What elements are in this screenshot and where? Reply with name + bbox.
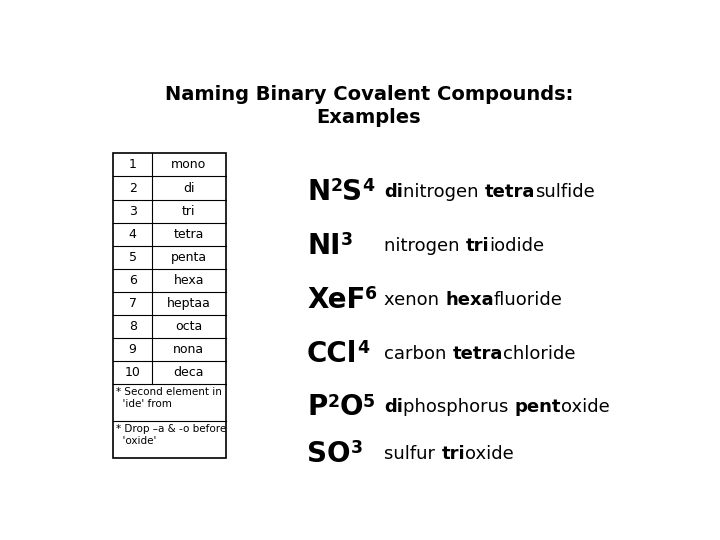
Text: tetra: tetra (485, 183, 535, 201)
Text: 6: 6 (129, 274, 137, 287)
Text: sulfide: sulfide (535, 183, 595, 201)
Text: 3: 3 (351, 439, 362, 457)
Text: XeF: XeF (307, 286, 365, 314)
Text: N: N (307, 178, 330, 206)
Text: 5: 5 (363, 393, 375, 411)
Text: 2: 2 (328, 393, 339, 411)
Text: heptaa: heptaa (167, 297, 211, 310)
Text: 4: 4 (362, 177, 374, 195)
Text: di: di (384, 183, 403, 201)
Text: deca: deca (174, 366, 204, 379)
Text: * Second element in
  'ide' from: * Second element in 'ide' from (116, 387, 222, 409)
Text: nitrogen: nitrogen (384, 237, 466, 255)
Text: nitrogen: nitrogen (403, 183, 485, 201)
Text: 4: 4 (129, 228, 137, 241)
Text: mono: mono (171, 158, 207, 171)
Text: 2: 2 (129, 181, 137, 194)
Text: nona: nona (174, 343, 204, 356)
Text: 1: 1 (129, 158, 137, 171)
Text: fluoride: fluoride (494, 291, 563, 309)
Text: 4: 4 (357, 339, 369, 357)
Text: * Drop –a & -o before
  'oxide': * Drop –a & -o before 'oxide' (116, 424, 226, 446)
Text: 10: 10 (125, 366, 140, 379)
Text: tetra: tetra (453, 345, 503, 362)
Text: pent: pent (515, 399, 561, 416)
Text: Naming Binary Covalent Compounds:: Naming Binary Covalent Compounds: (165, 85, 573, 104)
Text: tri: tri (441, 444, 465, 463)
Text: 9: 9 (129, 343, 137, 356)
Text: Examples: Examples (317, 107, 421, 127)
Text: CCl: CCl (307, 340, 357, 368)
Text: hexa: hexa (174, 274, 204, 287)
Text: tetra: tetra (174, 228, 204, 241)
Text: 8: 8 (129, 320, 137, 333)
Text: S: S (342, 178, 362, 206)
Text: xenon: xenon (384, 291, 445, 309)
Text: hexa: hexa (445, 291, 494, 309)
Text: di: di (183, 181, 194, 194)
Text: iodide: iodide (490, 237, 544, 255)
Text: 7: 7 (129, 297, 137, 310)
Text: NI: NI (307, 232, 341, 260)
Text: sulfur: sulfur (384, 444, 441, 463)
Text: penta: penta (171, 251, 207, 264)
Text: SO: SO (307, 440, 351, 468)
Text: tri: tri (466, 237, 490, 255)
Text: octa: octa (175, 320, 202, 333)
Text: P: P (307, 394, 328, 421)
Text: di: di (384, 399, 403, 416)
Text: tri: tri (182, 205, 196, 218)
Text: O: O (339, 394, 363, 421)
Text: 3: 3 (341, 231, 352, 249)
Text: 6: 6 (365, 285, 377, 303)
Text: 5: 5 (129, 251, 137, 264)
Text: phosphorus: phosphorus (403, 399, 515, 416)
Text: carbon: carbon (384, 345, 453, 362)
Bar (113, 153, 225, 458)
Text: 3: 3 (129, 205, 137, 218)
Text: oxide: oxide (465, 444, 513, 463)
Text: 2: 2 (330, 177, 342, 195)
Text: chloride: chloride (503, 345, 575, 362)
Text: oxide: oxide (561, 399, 610, 416)
